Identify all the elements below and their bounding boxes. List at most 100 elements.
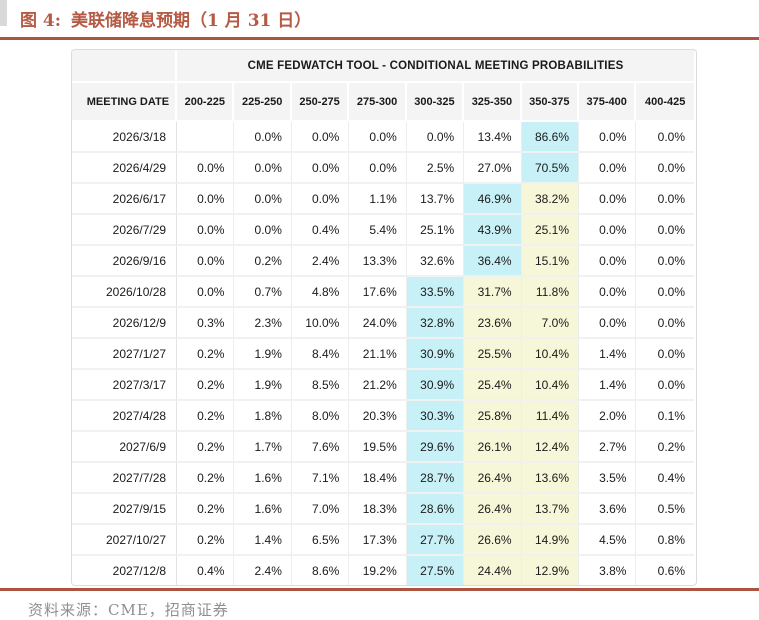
meeting-date-cell: 2026/6/17: [72, 184, 178, 215]
probability-cell: 24.0%: [349, 308, 407, 339]
probability-cell: 27.7%: [406, 525, 465, 556]
probability-cell: 13.3%: [349, 246, 407, 277]
probability-cell: 2.4%: [291, 246, 350, 277]
probability-cell: 10.0%: [291, 308, 350, 339]
probability-cell: 13.6%: [521, 463, 580, 494]
probability-cell: 0.2%: [177, 494, 235, 525]
rate-range-header: 275-300: [349, 83, 407, 122]
probability-cell: 23.6%: [464, 308, 522, 339]
probability-cell: 25.4%: [464, 370, 522, 401]
table-row: 2026/7/29 0.0% 0.0% 0.4% 5.4% 25.1% 43.9% 25.1%…: [72, 215, 694, 246]
probability-cell: 30.9%: [406, 339, 465, 370]
probability-cell: 0.0%: [579, 308, 637, 339]
probability-cell: 0.2%: [234, 246, 292, 277]
probability-cell: 38.2%: [521, 184, 580, 215]
meeting-date-cell: 2027/4/28: [72, 401, 178, 432]
probability-cell: 3.6%: [579, 494, 637, 525]
probability-cell: 1.7%: [234, 432, 292, 463]
probability-cell: 2.5%: [406, 153, 465, 184]
probability-cell: 11.8%: [521, 277, 580, 308]
meeting-date-cell: 2026/12/9: [72, 308, 178, 339]
table-row: 2026/4/29 0.0% 0.0% 0.0% 0.0% 2.5% 27.0% 70.5% 0…: [72, 153, 694, 184]
probability-cell: 1.1%: [349, 184, 407, 215]
rate-range-header: 400-425: [636, 83, 694, 122]
meeting-date-header: MEETING DATE: [72, 83, 178, 122]
probability-cell: 0.0%: [177, 184, 235, 215]
probability-cell: 1.9%: [234, 370, 292, 401]
probability-cell: 2.0%: [579, 401, 637, 432]
probability-cell: 18.3%: [349, 494, 407, 525]
probability-cell: 0.4%: [177, 556, 235, 585]
probability-cell: 4.5%: [579, 525, 637, 556]
table-row: 2027/9/15 0.2% 1.6% 7.0% 18.3% 28.6% 26.4% 13.7…: [72, 494, 694, 525]
probability-cell: 0.2%: [177, 339, 235, 370]
probability-cell: 12.9%: [521, 556, 580, 585]
table-row: 2027/6/9 0.2% 1.7% 7.6% 19.5% 29.6% 26.1% 12.4%…: [72, 432, 694, 463]
probability-cell: 21.2%: [349, 370, 407, 401]
scrollbar-fragment: [0, 0, 7, 26]
probability-cell: 86.6%: [521, 122, 580, 153]
probability-cell: 0.8%: [636, 525, 694, 556]
probability-cell: 0.2%: [636, 432, 694, 463]
probability-cell: 25.1%: [406, 215, 465, 246]
probability-cell: 0.2%: [177, 401, 235, 432]
table-row: 2026/12/9 0.3% 2.3% 10.0% 24.0% 32.8% 23.6% 7.0…: [72, 308, 694, 339]
probability-cell: 17.6%: [349, 277, 407, 308]
probability-cell: 0.7%: [234, 277, 292, 308]
probability-cell: 10.4%: [521, 339, 580, 370]
fedwatch-probabilities-table: CME FEDWATCH TOOL - CONDITIONAL MEETING …: [72, 50, 694, 585]
probability-cell: 1.4%: [579, 370, 637, 401]
corner-cell: [72, 50, 178, 83]
probability-cell: 0.0%: [349, 153, 407, 184]
probability-cell: 0.2%: [177, 463, 235, 494]
figure-number: 图 4:: [20, 11, 62, 31]
probability-cell: 0.3%: [177, 308, 235, 339]
probability-cell: 0.0%: [234, 184, 292, 215]
probability-cell: 0.0%: [636, 339, 694, 370]
meeting-date-cell: 2026/4/29: [72, 153, 178, 184]
probability-cell: 0.0%: [579, 215, 637, 246]
probability-cell: 36.4%: [464, 246, 522, 277]
probability-cell: 0.0%: [579, 246, 637, 277]
probability-cell: 30.9%: [406, 370, 465, 401]
meeting-date-cell: 2027/9/15: [72, 494, 178, 525]
table-row: 2026/6/17 0.0% 0.0% 0.0% 1.1% 13.7% 46.9% 38.2%…: [72, 184, 694, 215]
probability-cell: 25.8%: [464, 401, 522, 432]
probability-cell: 26.6%: [464, 525, 522, 556]
probability-cell: 1.6%: [234, 463, 292, 494]
probability-cell: 26.4%: [464, 494, 522, 525]
meeting-date-cell: 2026/10/28: [72, 277, 178, 308]
probability-cell: 1.4%: [234, 525, 292, 556]
meeting-date-cell: 2027/10/27: [72, 525, 178, 556]
rate-range-header: 225-250: [234, 83, 292, 122]
probability-cell: 6.5%: [291, 525, 350, 556]
probability-cell: 31.7%: [464, 277, 522, 308]
meeting-date-cell: 2027/12/8: [72, 556, 178, 585]
probability-cell: 27.0%: [464, 153, 522, 184]
probability-cell: 13.7%: [406, 184, 465, 215]
probability-cell: 25.5%: [464, 339, 522, 370]
probability-cell: 19.2%: [349, 556, 407, 585]
probability-cell: 0.0%: [579, 122, 637, 153]
footer-divider: [0, 588, 759, 591]
source-note: 资料来源：CME，招商证券: [28, 601, 229, 619]
meeting-date-cell: 2026/7/29: [72, 215, 178, 246]
probability-cell: 0.0%: [177, 246, 235, 277]
probability-cell: 0.2%: [177, 432, 235, 463]
probability-cell: 15.1%: [521, 246, 580, 277]
probability-cell: 10.4%: [521, 370, 580, 401]
probability-cell: 2.4%: [234, 556, 292, 585]
figure-title: 美联储降息预期（1 月 31 日）: [71, 11, 312, 31]
probability-cell: 2.3%: [234, 308, 292, 339]
probability-cell: 20.3%: [349, 401, 407, 432]
probability-cell: 0.1%: [636, 401, 694, 432]
probability-cell: 2.7%: [579, 432, 637, 463]
rate-range-header: 300-325: [406, 83, 465, 122]
rate-range-header: 325-350: [464, 83, 522, 122]
probability-cell: 0.0%: [636, 246, 694, 277]
probability-cell: 5.4%: [349, 215, 407, 246]
probability-cell: 27.5%: [406, 556, 465, 585]
probability-cell: 0.0%: [291, 122, 350, 153]
probability-cell: 28.7%: [406, 463, 465, 494]
